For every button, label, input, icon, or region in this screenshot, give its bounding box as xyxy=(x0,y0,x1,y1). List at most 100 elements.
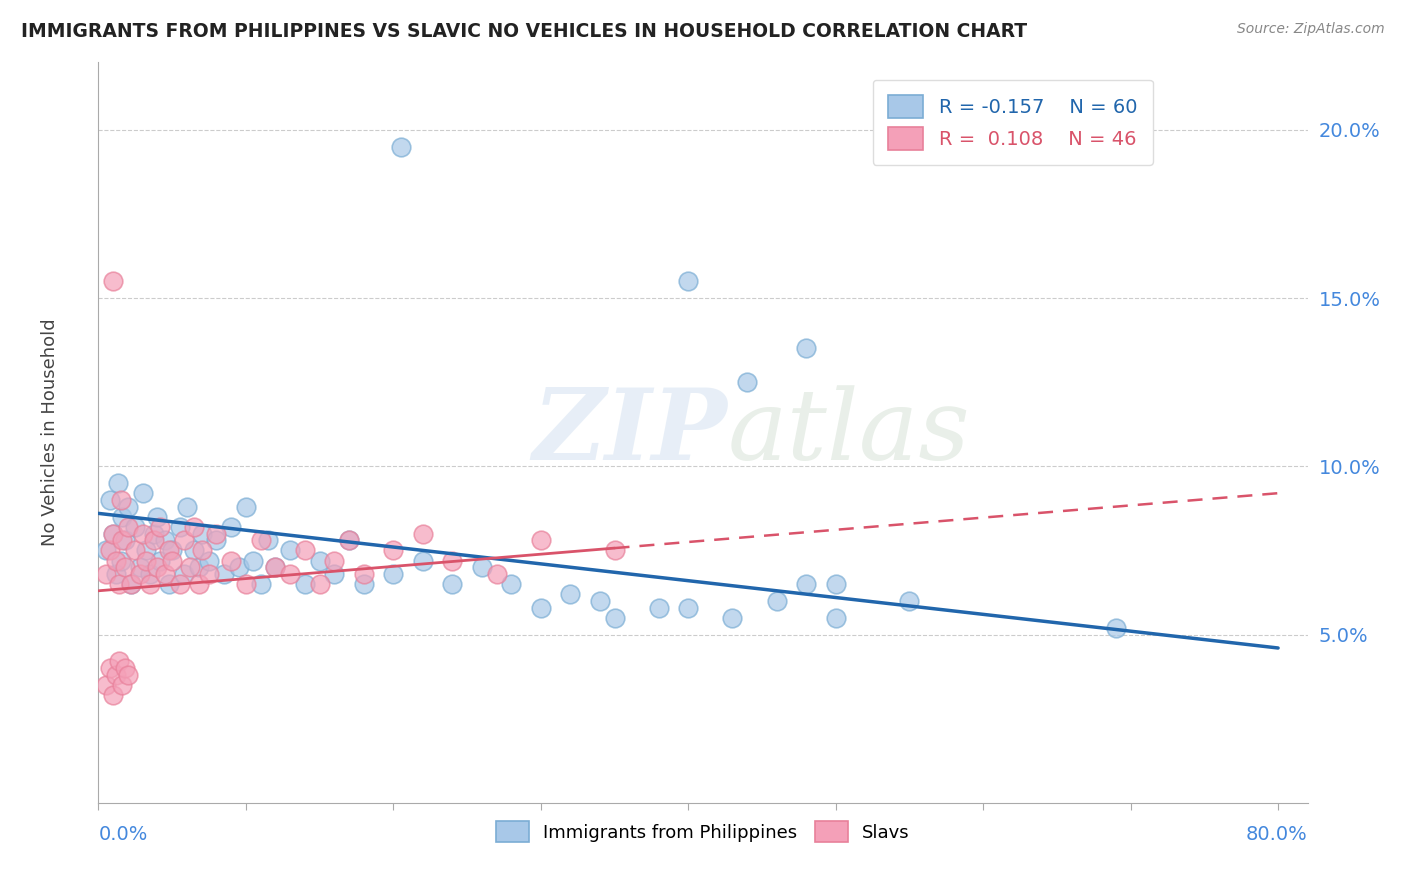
Point xyxy=(117,500,139,514)
Point xyxy=(219,553,242,567)
Point xyxy=(187,560,209,574)
Point xyxy=(242,553,264,567)
Point xyxy=(530,533,553,548)
Point xyxy=(382,543,405,558)
Point xyxy=(157,577,180,591)
Point xyxy=(114,533,136,548)
Point xyxy=(124,543,146,558)
Point xyxy=(107,476,129,491)
Point xyxy=(235,500,257,514)
Point xyxy=(603,543,626,558)
Point xyxy=(173,566,195,581)
Point xyxy=(264,560,287,574)
Point xyxy=(190,543,212,558)
Point xyxy=(117,520,139,534)
Text: ZIP: ZIP xyxy=(533,384,727,481)
Point xyxy=(153,533,176,548)
Point xyxy=(485,566,508,581)
Point xyxy=(153,566,176,581)
Point xyxy=(323,553,346,567)
Point xyxy=(219,520,242,534)
Point xyxy=(678,274,700,288)
Point xyxy=(143,533,166,548)
Point xyxy=(111,678,134,692)
Point xyxy=(198,553,221,567)
Point xyxy=(111,533,134,548)
Point xyxy=(135,543,157,558)
Point xyxy=(441,577,464,591)
Point xyxy=(212,566,235,581)
Point xyxy=(353,566,375,581)
Point xyxy=(98,543,121,558)
Text: Source: ZipAtlas.com: Source: ZipAtlas.com xyxy=(1237,22,1385,37)
Text: atlas: atlas xyxy=(727,385,970,480)
Point xyxy=(120,577,142,591)
Point xyxy=(114,560,136,574)
Point xyxy=(105,668,128,682)
Point xyxy=(110,553,132,567)
Point xyxy=(235,577,257,591)
Point xyxy=(794,577,817,591)
Point xyxy=(308,577,330,591)
Point xyxy=(179,560,201,574)
Point xyxy=(169,577,191,591)
Point xyxy=(124,520,146,534)
Point xyxy=(412,526,434,541)
Point xyxy=(101,526,124,541)
Point xyxy=(187,577,209,591)
Point xyxy=(108,655,131,669)
Point xyxy=(249,533,271,548)
Point xyxy=(294,577,316,591)
Text: 80.0%: 80.0% xyxy=(1246,825,1308,844)
Point xyxy=(353,577,375,591)
Point xyxy=(94,678,117,692)
Point xyxy=(264,560,287,574)
Point xyxy=(101,688,124,702)
Point xyxy=(589,594,612,608)
Point xyxy=(648,600,671,615)
Point xyxy=(257,533,280,548)
Point xyxy=(160,553,183,567)
Point xyxy=(176,500,198,514)
Point xyxy=(131,526,153,541)
Point xyxy=(198,566,221,581)
Point xyxy=(441,553,464,567)
Point xyxy=(111,509,134,524)
Point xyxy=(278,543,301,558)
Point xyxy=(120,577,142,591)
Point xyxy=(110,492,132,507)
Point xyxy=(105,553,128,567)
Point xyxy=(471,560,494,574)
Point xyxy=(278,566,301,581)
Point xyxy=(249,577,271,591)
Text: No Vehicles in Household: No Vehicles in Household xyxy=(41,318,59,547)
Point xyxy=(824,577,846,591)
Point xyxy=(1105,621,1128,635)
Point xyxy=(149,520,172,534)
Point xyxy=(389,139,412,153)
Point xyxy=(101,526,124,541)
Point xyxy=(205,526,228,541)
Text: IMMIGRANTS FROM PHILIPPINES VS SLAVIC NO VEHICLES IN HOUSEHOLD CORRELATION CHART: IMMIGRANTS FROM PHILIPPINES VS SLAVIC NO… xyxy=(21,22,1028,41)
Point xyxy=(678,600,700,615)
Point xyxy=(173,533,195,548)
Point xyxy=(190,526,212,541)
Point xyxy=(135,553,157,567)
Point xyxy=(530,600,553,615)
Point xyxy=(98,492,121,507)
Point xyxy=(169,520,191,534)
Point xyxy=(794,342,817,356)
Point xyxy=(765,594,787,608)
Point xyxy=(337,533,360,548)
Point xyxy=(337,533,360,548)
Point xyxy=(183,520,205,534)
Point xyxy=(824,610,846,624)
Point xyxy=(228,560,250,574)
Point xyxy=(114,661,136,675)
Point xyxy=(146,560,169,574)
Point xyxy=(128,560,150,574)
Point xyxy=(143,526,166,541)
Point xyxy=(98,661,121,675)
Point xyxy=(139,577,162,591)
Point xyxy=(160,543,183,558)
